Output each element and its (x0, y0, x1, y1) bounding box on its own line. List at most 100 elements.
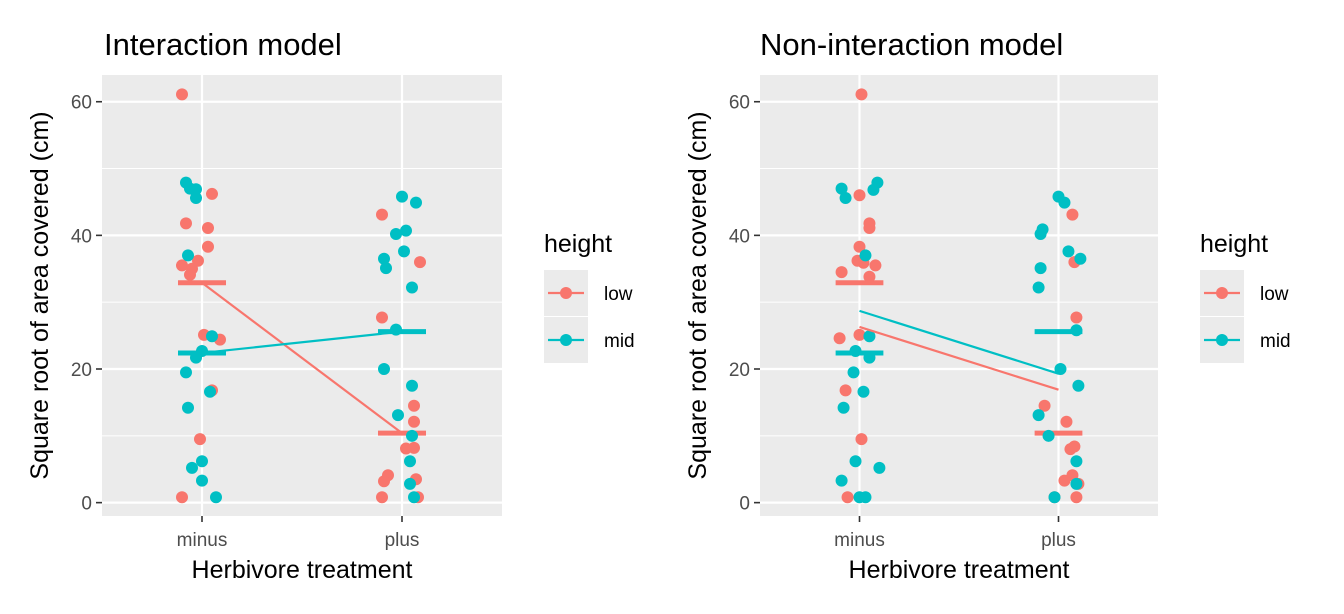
data-point-mid (839, 191, 852, 204)
data-point-low (855, 433, 868, 446)
data-point-mid (859, 491, 872, 504)
data-point-low (194, 433, 206, 446)
data-point-mid (406, 379, 418, 392)
data-point-low (202, 222, 214, 235)
data-point-mid (410, 196, 422, 209)
data-point-mid (182, 401, 194, 414)
data-point-low (833, 332, 846, 345)
data-point-mid (404, 477, 416, 490)
x-axis-title: Herbivore treatment (849, 556, 1070, 584)
y-axis-title: Square root of area covered (cm) (684, 111, 712, 479)
data-point-low (853, 328, 866, 341)
data-point-mid (408, 491, 420, 504)
x-tick-label: plus (385, 530, 420, 551)
data-point-mid (390, 228, 402, 241)
x-axis-title: Herbivore treatment (192, 556, 413, 584)
data-point-mid (206, 330, 218, 343)
data-point-mid (1042, 429, 1055, 442)
data-point-mid (849, 455, 862, 468)
fitted-line-low (201, 281, 403, 435)
chart-title: Non-interaction model (760, 27, 1063, 62)
y-tick-label: 0 (81, 494, 92, 515)
data-point-mid (1036, 223, 1049, 236)
legend-label-mid: mid (604, 331, 635, 352)
data-point-mid (1070, 455, 1083, 468)
legend-label-low: low (1260, 284, 1289, 305)
y-tick-label: 60 (729, 93, 750, 114)
data-point-mid (1034, 262, 1047, 275)
data-point-low (180, 217, 192, 230)
y-tick-label: 0 (739, 494, 750, 515)
data-point-low (408, 441, 420, 454)
panel-background (760, 75, 1158, 516)
legend-label-low: low (604, 284, 633, 305)
data-point-low (408, 399, 420, 412)
data-point-mid (378, 363, 390, 375)
data-point-mid (186, 461, 198, 474)
data-point-low (184, 268, 196, 281)
legend: height low mid (544, 230, 635, 363)
data-point-mid (380, 262, 392, 275)
data-point-mid (1032, 409, 1045, 422)
x-tick-label: minus (834, 530, 885, 551)
y-tick-label: 60 (71, 93, 92, 114)
data-point-low (1064, 443, 1077, 456)
x-tick-label: plus (1041, 530, 1076, 551)
data-point-mid (406, 429, 418, 442)
data-point-mid (400, 224, 412, 237)
data-point-low (376, 491, 388, 504)
data-point-low (206, 187, 218, 200)
data-point-mid (847, 366, 860, 379)
legend-key-point-mid (560, 334, 572, 346)
data-point-mid (196, 474, 208, 487)
data-point-mid (396, 190, 408, 203)
legend-label-mid: mid (1260, 331, 1291, 352)
data-point-mid (182, 249, 194, 262)
data-point-mid (835, 474, 848, 487)
data-point-mid (835, 182, 848, 195)
data-point-mid (849, 344, 862, 357)
data-point-mid (378, 252, 390, 265)
data-point-low (1070, 311, 1083, 324)
y-axis-title: Square root of area covered (cm) (26, 111, 54, 479)
data-point-mid (406, 281, 418, 294)
data-point-low (853, 189, 866, 202)
legend-key-point-low (560, 287, 572, 299)
data-point-low (414, 256, 426, 269)
chart-title: Interaction model (104, 27, 342, 62)
data-point-low (863, 270, 876, 283)
data-point-low (835, 266, 848, 279)
data-point-low (855, 88, 868, 101)
y-tick-label: 40 (71, 226, 92, 247)
data-point-low (853, 240, 866, 253)
data-point-mid (1072, 379, 1085, 392)
data-point-mid (1070, 324, 1083, 337)
data-point-mid (204, 385, 216, 398)
data-point-low (841, 491, 854, 504)
data-point-low (176, 491, 188, 504)
data-point-low (1058, 474, 1071, 487)
legend-title: height (1200, 230, 1268, 258)
fitted-line-low (859, 325, 1059, 391)
data-point-mid (863, 330, 876, 343)
data-point-low (1066, 208, 1079, 221)
data-point-low (202, 240, 214, 253)
data-point-mid (180, 366, 192, 379)
y-tick-label: 20 (729, 360, 750, 381)
data-point-low (378, 475, 390, 488)
data-point-low (839, 384, 852, 397)
panel-background (102, 75, 502, 516)
data-point-low (376, 208, 388, 221)
data-point-mid (1062, 245, 1075, 258)
legend: height low mid (1200, 230, 1291, 363)
data-point-low (1060, 415, 1073, 428)
y-tick-label: 20 (71, 360, 92, 381)
chart-panel-1: Interaction model 0 20 40 60 minus plus Herbivo… (26, 27, 635, 584)
data-point-mid (398, 245, 410, 258)
data-point-low (176, 259, 188, 272)
legend-key-point-low (1216, 287, 1228, 299)
data-point-low (408, 415, 420, 428)
data-point-low (863, 222, 876, 235)
